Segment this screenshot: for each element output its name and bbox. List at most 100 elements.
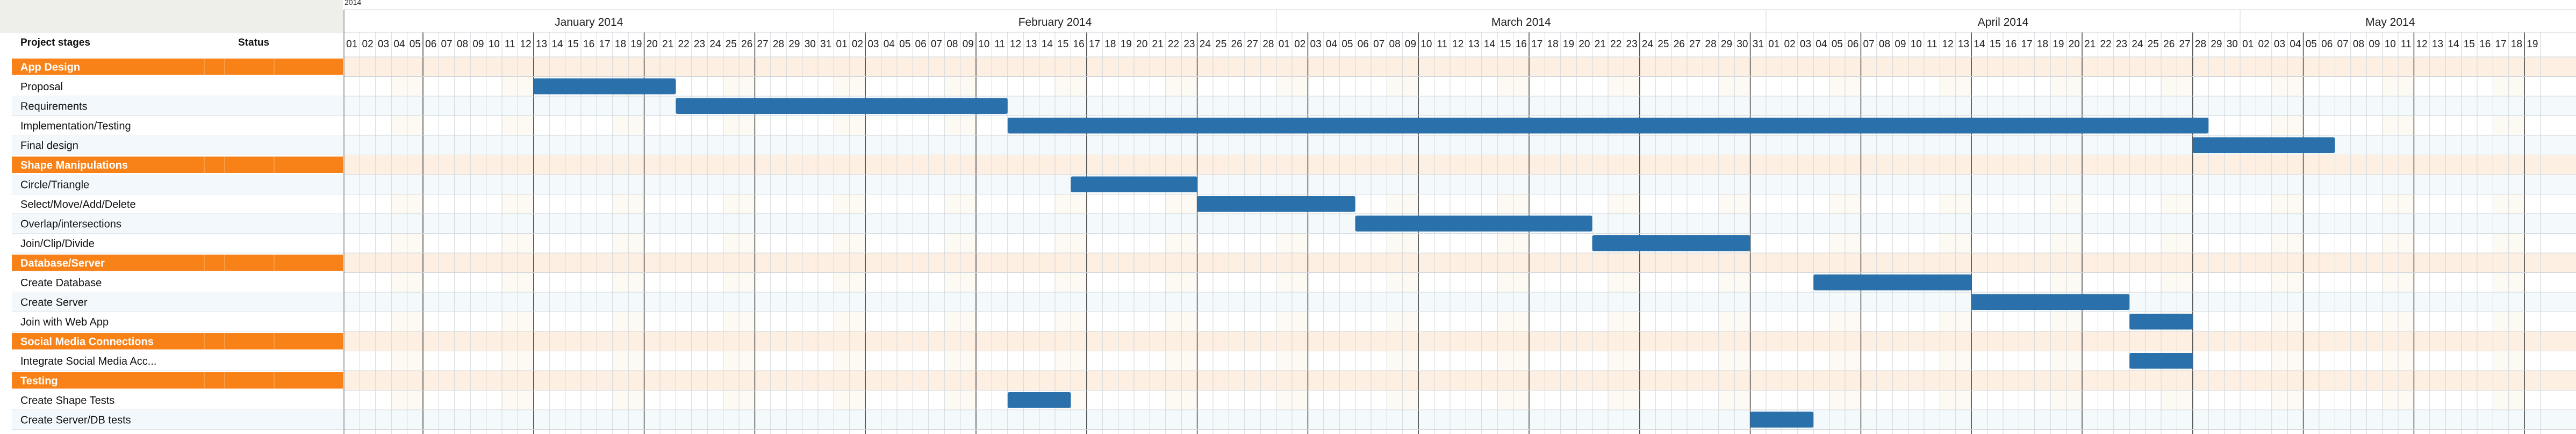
day-tick-label: 18 bbox=[615, 39, 626, 50]
day-tick-label: 23 bbox=[1626, 39, 1638, 50]
day-tick-label: 14 bbox=[1974, 39, 1985, 50]
day-tick-label: 07 bbox=[1373, 39, 1384, 50]
day-tick-label: 31 bbox=[820, 39, 831, 50]
weekend-band bbox=[2493, 57, 2509, 430]
task-bar bbox=[533, 78, 676, 95]
day-tick-label: 13 bbox=[536, 39, 547, 50]
day-tick-label: 12 bbox=[1010, 39, 1021, 50]
day-tick-label: 03 bbox=[378, 39, 389, 50]
group-band bbox=[344, 155, 2576, 175]
day-tick-label: 09 bbox=[472, 39, 484, 50]
day-tick-label: 25 bbox=[2148, 39, 2159, 50]
task-row-band bbox=[12, 96, 343, 116]
day-tick-label: 04 bbox=[884, 39, 895, 50]
weekend-band bbox=[723, 57, 739, 430]
day-tick-label: 27 bbox=[1689, 39, 1700, 50]
weekend-band bbox=[2271, 57, 2288, 430]
day-tick-label: 22 bbox=[2100, 39, 2112, 50]
day-tick-label: 27 bbox=[1247, 39, 1258, 50]
day-tick-label: 27 bbox=[757, 39, 769, 50]
day-tick-label: 12 bbox=[1942, 39, 1954, 50]
day-tick-label: 28 bbox=[2195, 39, 2206, 50]
day-tick-label: 09 bbox=[963, 39, 974, 50]
day-tick-label: 05 bbox=[1832, 39, 1843, 50]
day-tick-label: 15 bbox=[1057, 39, 1068, 50]
weekend-band bbox=[628, 57, 644, 430]
day-tick-label: 30 bbox=[1737, 39, 1748, 50]
weekend-band bbox=[849, 57, 866, 430]
day-tick-label: 06 bbox=[1847, 39, 1859, 50]
day-tick-label: 07 bbox=[931, 39, 942, 50]
task-row-band bbox=[12, 292, 343, 312]
status-column-header: Status bbox=[238, 37, 269, 48]
weekend-band bbox=[834, 57, 850, 430]
task-row-band bbox=[12, 410, 343, 430]
group-header-background bbox=[12, 59, 343, 75]
task-bar bbox=[1971, 294, 2130, 310]
day-tick-label: 30 bbox=[805, 39, 816, 50]
day-tick-label: 31 bbox=[1753, 39, 1764, 50]
day-tick-label: 30 bbox=[2227, 39, 2238, 50]
day-tick-label: 16 bbox=[2005, 39, 2017, 50]
day-tick-label: 28 bbox=[773, 39, 784, 50]
day-tick-label: 03 bbox=[867, 39, 879, 50]
day-tick-label: 04 bbox=[393, 39, 405, 50]
day-tick-label: 21 bbox=[1595, 39, 1606, 50]
day-tick-label: 22 bbox=[1610, 39, 1621, 50]
weekend-band bbox=[739, 57, 755, 430]
day-tick-label: 17 bbox=[599, 39, 611, 50]
task-row-band bbox=[12, 135, 343, 155]
group-header-background bbox=[12, 255, 343, 271]
month-label: February 2014 bbox=[1018, 16, 1092, 28]
task-label: Overlap/intersections bbox=[20, 218, 121, 230]
task-label: Create Server bbox=[20, 296, 88, 308]
month-label: March 2014 bbox=[1491, 16, 1551, 28]
task-bar bbox=[2129, 314, 2193, 330]
day-tick-label: 27 bbox=[2179, 39, 2191, 50]
day-tick-label: 08 bbox=[457, 39, 468, 50]
group-header-background bbox=[12, 156, 343, 173]
group-label: App Design bbox=[20, 61, 80, 73]
weekend-band bbox=[2382, 57, 2398, 430]
day-tick-label: 17 bbox=[1089, 39, 1100, 50]
day-tick-label: 13 bbox=[2432, 39, 2443, 50]
day-tick-label: 16 bbox=[1516, 39, 1527, 50]
task-bar bbox=[1355, 215, 1592, 232]
day-tick-label: 23 bbox=[2116, 39, 2127, 50]
day-tick-label: 08 bbox=[1389, 39, 1401, 50]
day-tick-label: 23 bbox=[694, 39, 705, 50]
task-label: Join with Web App bbox=[20, 316, 109, 328]
task-row-band bbox=[12, 175, 343, 194]
task-labels: App Design Proposal Requirements Implementa… bbox=[12, 59, 343, 430]
task-label: Select/Move/Add/Delete bbox=[20, 199, 136, 211]
day-tick-label: 08 bbox=[1879, 39, 1890, 50]
day-tick-label: 20 bbox=[1136, 39, 1147, 50]
day-tick-label: 07 bbox=[441, 39, 453, 50]
day-tick-label: 11 bbox=[1437, 39, 1447, 50]
day-tick-label: 14 bbox=[551, 39, 563, 50]
day-tick-label: 14 bbox=[2448, 39, 2459, 50]
day-tick-label: 18 bbox=[1547, 39, 1559, 50]
day-tick-label: 01 bbox=[2242, 39, 2254, 50]
day-tick-label: 15 bbox=[1990, 39, 2001, 50]
day-tick-label: 03 bbox=[2274, 39, 2285, 50]
day-tick-label: 06 bbox=[425, 39, 436, 50]
day-tick-label: 06 bbox=[915, 39, 927, 50]
day-tick-label: 29 bbox=[788, 39, 800, 50]
task-label: Integrate Social Media Acc... bbox=[20, 356, 156, 367]
day-tick-label: 26 bbox=[1231, 39, 1243, 50]
day-tick-label: 02 bbox=[1294, 39, 1305, 50]
day-tick-label: 19 bbox=[1563, 39, 1574, 50]
month-label: April 2014 bbox=[1978, 16, 2029, 28]
day-tick-label: 21 bbox=[2084, 39, 2096, 50]
task-bar bbox=[1071, 176, 1197, 192]
day-tick-label: 15 bbox=[1499, 39, 1511, 50]
day-tick-label: 13 bbox=[1025, 39, 1037, 50]
day-tick-label: 12 bbox=[2416, 39, 2428, 50]
weekend-band bbox=[407, 57, 423, 430]
alt-row-band bbox=[344, 175, 2576, 194]
group-band bbox=[344, 331, 2576, 351]
task-label: Implementation/Testing bbox=[20, 120, 131, 132]
task-row-band bbox=[12, 214, 343, 234]
day-tick-label: 25 bbox=[1657, 39, 1669, 50]
